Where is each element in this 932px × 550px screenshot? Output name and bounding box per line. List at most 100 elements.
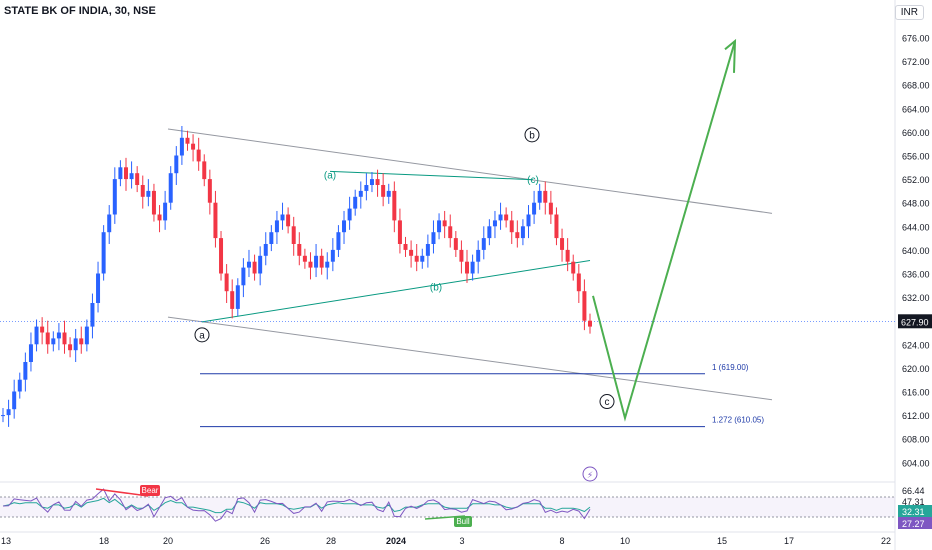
x-tick-label: 26 [260, 536, 270, 546]
rsi-axis-label: 32.31 [902, 507, 925, 517]
candle-body [219, 238, 224, 274]
wave-circle [599, 394, 615, 410]
rsi-axis-label: 47.31 [902, 497, 925, 507]
bear-label-box [140, 485, 160, 496]
candle-body [409, 249, 414, 256]
currency-button[interactable]: INR [894, 5, 924, 20]
candle-body [230, 291, 235, 309]
candle-body [481, 238, 486, 250]
candle-body [314, 255, 319, 268]
candle-body [17, 379, 22, 392]
candle-body [123, 167, 128, 180]
wave-label: (a) [324, 170, 336, 181]
y-tick-label: 640.00 [902, 246, 930, 256]
candle-body [207, 179, 212, 203]
candle-body [51, 338, 56, 345]
candle-body [442, 220, 447, 227]
fib-level-label: 1.272 (610.05) [712, 416, 764, 425]
y-tick-label: 624.00 [902, 340, 930, 350]
fib-level-label: 1 (619.00) [712, 363, 749, 372]
channel-upper-line [167, 128, 773, 214]
x-tick-label: 15 [717, 536, 727, 546]
last-price-label: 627.90 [901, 317, 929, 327]
candle-body [84, 326, 89, 345]
candle-body [1, 415, 5, 417]
y-tick-label: 664.00 [902, 104, 930, 114]
candle-body [235, 285, 240, 309]
candle-body [386, 190, 391, 197]
candle-body [582, 291, 587, 321]
y-tick-label: 632.00 [902, 293, 930, 303]
candle-body [213, 202, 218, 239]
rsi-value-badge [898, 517, 932, 529]
candle-body [73, 338, 78, 351]
bear-label: Bear [142, 486, 159, 495]
candle-body [56, 332, 61, 339]
candle-body [420, 255, 425, 262]
candle-body [448, 226, 453, 239]
candle-body [325, 261, 330, 268]
y-tick-label: 676.00 [902, 34, 930, 44]
bull-label: Bull [456, 517, 470, 526]
x-tick-label: 22 [881, 536, 891, 546]
candle-body [465, 261, 470, 274]
candle-body [397, 220, 402, 244]
candle-body [28, 344, 33, 362]
candle-body [437, 220, 442, 233]
rsi-ma-line [2, 497, 591, 514]
candle-body [487, 226, 492, 239]
y-tick-label: 636.00 [902, 270, 930, 280]
candle-body [369, 179, 374, 185]
candle-body [274, 220, 279, 233]
wave-circle [524, 127, 540, 143]
candle-body [588, 320, 592, 327]
candle-body [403, 244, 408, 250]
candle-body [34, 326, 39, 345]
candle-body [40, 326, 45, 333]
lightning-icon-glyph: ⚡ [587, 471, 593, 481]
lightning-icon [582, 466, 598, 482]
candle-body [185, 137, 190, 144]
candle-body [135, 173, 140, 185]
candle-body [364, 185, 369, 191]
candle-body [476, 249, 481, 262]
candle-body [140, 185, 145, 197]
y-tick-label: 608.00 [902, 435, 930, 445]
candle-body [554, 214, 559, 239]
triangle-lower-line [201, 260, 591, 323]
candle-body [560, 238, 565, 250]
rsi-axis-label: 66.44 [902, 486, 925, 496]
y-tick-label: 652.00 [902, 175, 930, 185]
candle-body [414, 255, 419, 262]
candle-body [375, 179, 380, 185]
candle-body [291, 226, 296, 244]
candle-body [358, 190, 363, 197]
candle-body [252, 261, 257, 274]
bull-label-box [454, 516, 472, 527]
candle-body [196, 149, 201, 162]
candle-body [297, 244, 302, 256]
rsi-ma-badge [898, 505, 932, 517]
candle-body [515, 232, 520, 239]
candle-body [576, 273, 581, 292]
candle-body [286, 214, 291, 227]
candle-body [23, 362, 28, 380]
last-price-badge [898, 314, 932, 329]
candle-body [571, 261, 576, 274]
candle-body [101, 232, 106, 274]
wave-label: b [529, 130, 535, 141]
candle-body [425, 244, 430, 256]
candle-body [308, 261, 313, 268]
candle-body [353, 196, 358, 209]
candle-body [336, 232, 341, 250]
candle-body [509, 220, 514, 233]
y-tick-label: 656.00 [902, 152, 930, 162]
candle-body [129, 173, 134, 180]
y-tick-label: 660.00 [902, 128, 930, 138]
candle-body [302, 255, 307, 262]
y-tick-label: 672.00 [902, 57, 930, 67]
candle-body [470, 261, 475, 274]
candle-body [347, 208, 352, 221]
x-tick-label: 17 [784, 536, 794, 546]
